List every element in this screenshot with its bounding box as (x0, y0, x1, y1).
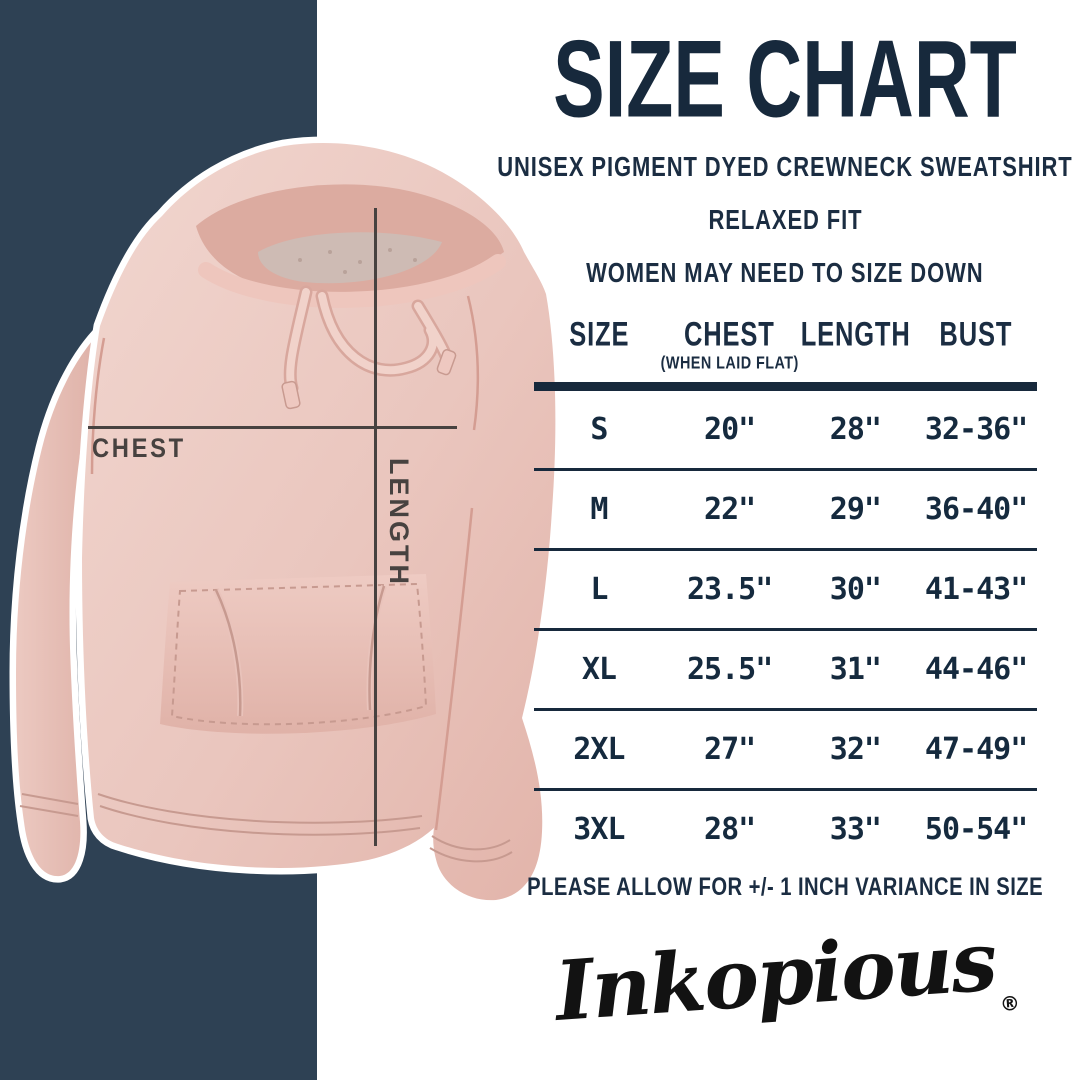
brand-logo: Inkopious® (505, 913, 1065, 1039)
cell-chest: 23.5" (686, 572, 773, 607)
table-row: M 22" 29" 36-40" (533, 468, 1037, 548)
cell-size: S (590, 412, 608, 447)
right-sleeve-cuff (429, 835, 513, 863)
table-row: 2XL 27" 32" 47-49" (533, 708, 1037, 788)
cell-bust: 36-40" (924, 492, 1028, 527)
cell-bust: 44-46" (924, 652, 1028, 687)
cell-size: XL (581, 652, 617, 687)
cell-length: 29" (829, 492, 882, 527)
drawstrings (281, 285, 457, 410)
hoodie-image (9, 136, 560, 907)
hood-rim (198, 254, 506, 308)
size-table-header: SIZE CHEST (WHEN LAID FLAT) LENGTH BUST (533, 315, 1037, 388)
cell-size: 3XL (573, 812, 625, 847)
subtitle-product: UNISEX PIGMENT DYED CREWNECK SWEATSHIRT (497, 150, 1073, 183)
subtitle-sizing-advice: WOMEN MAY NEED TO SIZE DOWN (586, 256, 984, 289)
hem-band (97, 793, 423, 836)
col-header-bust: BUST (939, 315, 1013, 354)
pocket-stitch (170, 582, 428, 726)
brand-logo-text: Inkopious® (551, 913, 1021, 1040)
cell-chest: 22" (704, 492, 756, 527)
seam-lines (90, 295, 480, 831)
col-header-chest: CHEST (WHEN LAID FLAT) (661, 315, 799, 374)
left-cuff-stitch (19, 793, 79, 817)
cell-bust: 47-49" (924, 732, 1028, 767)
registered-trademark-icon: ® (998, 990, 1021, 1017)
cell-bust: 41-43" (924, 572, 1028, 607)
cell-bust: 50-54" (924, 812, 1028, 847)
kangaroo-pocket (160, 574, 436, 734)
cell-size: 2XL (573, 732, 625, 767)
left-sleeve (9, 323, 113, 883)
table-row: L 23.5" 30" 41-43" (533, 548, 1037, 628)
table-row: XL 25.5" 31" 44-46" (533, 628, 1037, 708)
cell-length: 30" (829, 572, 882, 607)
size-table: SIZE CHEST (WHEN LAID FLAT) LENGTH BUST … (533, 315, 1037, 868)
hoodie-photo (0, 130, 560, 920)
chest-measure-line (88, 426, 457, 429)
cell-bust: 32-36" (924, 412, 1028, 447)
chest-note: (WHEN LAID FLAT) (660, 354, 799, 373)
cell-chest: 27" (704, 732, 756, 767)
variance-note: PLEASE ALLOW FOR +/- 1 INCH VARIANCE IN … (527, 871, 1043, 900)
table-row: S 20" 28" 32-36" (533, 388, 1037, 468)
cell-chest: 20" (704, 412, 756, 447)
page-title-text: SIZE CHART (553, 17, 1017, 141)
length-measure-label: LENGTH (384, 458, 414, 587)
cell-length: 28" (829, 412, 882, 447)
chest-measure-label: CHEST (92, 433, 186, 463)
fleece-speckles (298, 248, 417, 274)
cell-length: 33" (829, 812, 882, 847)
cell-chest: 25.5" (686, 652, 773, 687)
col-header-length: LENGTH (800, 315, 911, 354)
col-header-size: SIZE (568, 315, 629, 354)
hood-fleece (258, 232, 442, 284)
cell-size: M (590, 492, 608, 527)
cell-length: 31" (829, 652, 882, 687)
table-row: 3XL 28" 33" 50-54" (533, 788, 1037, 868)
pocket-openings (213, 585, 387, 717)
page-title: SIZE CHART (505, 22, 1065, 136)
cell-size: L (590, 572, 608, 607)
subtitle-fit: RELAXED FIT (708, 203, 862, 236)
cell-chest: 28" (704, 812, 756, 847)
size-chart-panel: SIZE CHART UNISEX PIGMENT DYED CREWNECK … (497, 0, 1073, 1040)
length-measure-line (374, 208, 377, 846)
cell-length: 32" (829, 732, 882, 767)
